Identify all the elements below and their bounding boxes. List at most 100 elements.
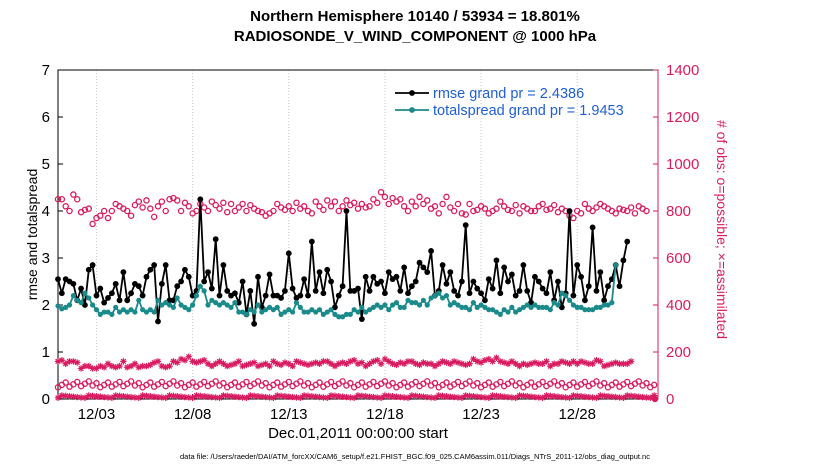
possible-obs-point (220, 199, 227, 207)
assimilated-obs-point (377, 360, 385, 367)
possible-obs-point (516, 210, 523, 217)
rmse-point (139, 292, 146, 299)
totalspread-point (409, 300, 415, 306)
y-right-tick-label-7: 1400 (666, 62, 699, 79)
possible-obs-point (439, 200, 446, 208)
possible-obs-point (289, 207, 296, 215)
totalspread-point (82, 290, 88, 296)
possible-obs-point (254, 207, 262, 215)
totalspread-point (155, 297, 161, 303)
rmse-point (174, 283, 181, 290)
possible-obs-point (227, 200, 235, 208)
rmse-point (401, 264, 408, 271)
assimilated-obs-point (354, 360, 362, 367)
assimilated-obs-low-point (574, 392, 581, 400)
assimilated-obs-low-point (127, 393, 135, 401)
assimilated-obs-point (543, 358, 550, 365)
possible-obs-low-point (220, 379, 227, 387)
assimilated-obs-low-point (204, 393, 212, 400)
totalspread-point (220, 300, 226, 306)
rmse-point (589, 224, 596, 231)
assimilated-obs-point (539, 360, 546, 367)
rmse-point (316, 269, 323, 275)
assimilated-obs-low-point (154, 393, 162, 401)
possible-obs-point (104, 214, 112, 222)
rmse-point (547, 269, 554, 275)
possible-obs-point (462, 211, 469, 218)
assimilated-obs-low-point (597, 392, 604, 399)
rmse-point (78, 285, 84, 292)
rmse-point (151, 262, 158, 268)
possible-obs-low-point (443, 379, 450, 386)
rmse-point (420, 264, 427, 271)
assimilated-obs-low-point (462, 392, 469, 399)
assimilated-obs-point (458, 360, 466, 367)
totalspread-point (543, 304, 550, 310)
possible-obs-point (339, 203, 346, 210)
rmse-point (439, 262, 446, 268)
assimilated-obs-point (327, 360, 335, 367)
rmse-point (478, 290, 484, 297)
assimilated-obs-point (362, 362, 369, 370)
possible-obs-point (166, 195, 173, 203)
rmse-point (116, 297, 123, 304)
totalspread-point (140, 307, 146, 313)
possible-obs-point (273, 200, 281, 208)
totalspread-point (163, 300, 169, 306)
assimilated-obs-point (58, 357, 66, 364)
y-right-tick-label-1: 200 (666, 344, 691, 361)
possible-obs-low-point (358, 379, 366, 386)
assimilated-obs-low-point (543, 392, 550, 399)
assimilated-obs-low-point (535, 394, 542, 401)
rmse-point (466, 290, 473, 297)
assimilated-obs-point (97, 362, 104, 370)
rmse-point (128, 290, 134, 297)
assimilated-obs-low-point (520, 392, 527, 400)
assimilated-obs-low-point (593, 394, 600, 402)
totalspread-point (270, 307, 276, 313)
possible-obs-point (270, 207, 277, 215)
totalspread-point (601, 302, 607, 308)
totalspread-point (466, 307, 473, 313)
totalspread-point (397, 304, 403, 310)
possible-obs-point (323, 197, 331, 204)
possible-obs-low-point (466, 378, 473, 385)
possible-obs-point (135, 198, 143, 205)
possible-obs-point (354, 205, 362, 212)
assimilated-obs-point (254, 362, 262, 370)
rmse-point (539, 285, 546, 292)
possible-obs-point (423, 197, 431, 204)
rmse-point (201, 278, 208, 285)
assimilated-obs-low-point (581, 393, 589, 400)
totalspread-point (293, 300, 300, 306)
assimilated-obs-low-point (120, 393, 127, 400)
possible-obs-low-point (347, 379, 354, 387)
possible-obs-point (404, 207, 412, 215)
x-axis-label: Dec.01,2011 00:00:00 start (268, 425, 448, 442)
rmse-point (205, 269, 211, 275)
assimilated-obs-point (574, 360, 581, 367)
totalspread-point (143, 309, 150, 315)
assimilated-obs-point (93, 365, 100, 372)
assimilated-obs-low-point (631, 393, 639, 400)
rmse-point (339, 283, 346, 290)
possible-obs-point (239, 200, 246, 208)
assimilated-obs-low-point (485, 394, 492, 402)
assimilated-obs-low-point (193, 392, 200, 399)
assimilated-obs-low-point (504, 393, 512, 401)
totalspread-point (520, 304, 526, 310)
assimilated-obs-low-point (454, 394, 462, 401)
possible-obs-low-point (85, 378, 93, 385)
possible-obs-point (62, 203, 69, 210)
totalspread-point (451, 300, 457, 306)
possible-obs-point (466, 200, 473, 208)
assimilated-obs-low-point (404, 394, 412, 402)
possible-obs-low-point (389, 379, 396, 387)
assimilated-obs-point (189, 358, 196, 365)
totalspread-point (390, 302, 396, 308)
totalspread-point (263, 307, 269, 313)
y-right-tick-label-4: 800 (666, 203, 691, 220)
assimilated-obs-point (177, 355, 185, 363)
assimilated-obs-low-point (70, 393, 77, 400)
assimilated-obs-point (389, 360, 396, 367)
